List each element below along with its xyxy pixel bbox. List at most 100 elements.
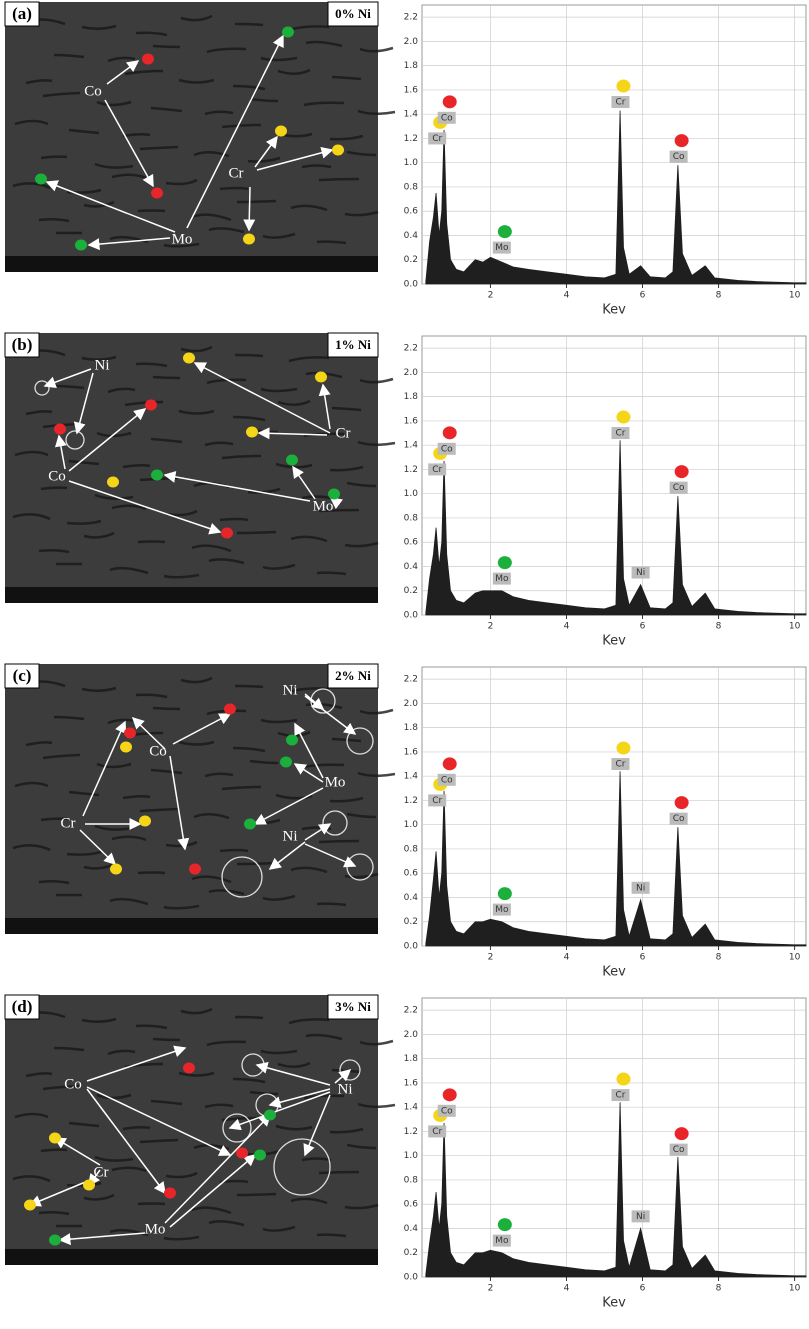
sem-texture: [94, 162, 134, 169]
peak-label: Co: [673, 483, 685, 493]
sem-texture: [204, 441, 234, 447]
sem-texture: [25, 79, 53, 85]
sem-texture: [107, 56, 136, 63]
peak-dot: [616, 410, 631, 424]
sem-texture: [191, 544, 232, 553]
sem-texture: [150, 437, 183, 444]
arrow: [334, 1069, 352, 1084]
peak-label: Cr: [432, 796, 442, 806]
sem-texture: [318, 177, 360, 182]
sem-texture: [277, 1061, 311, 1068]
y-tick-label: 0.4: [404, 893, 419, 903]
arrow: [43, 368, 92, 388]
peak-label: Co: [673, 152, 685, 162]
sem-texture: [12, 844, 51, 852]
sem-texture: [152, 1037, 181, 1042]
phase-dot: [224, 703, 236, 715]
y-tick-label: 0.4: [404, 562, 419, 572]
sem-texture: [25, 410, 53, 416]
y-tick-label: 1.6: [404, 747, 419, 757]
y-tick-label: 1.0: [404, 158, 419, 168]
phase-dot: [243, 233, 255, 245]
sem-texture: [346, 150, 377, 157]
y-tick-label: 0.8: [404, 182, 419, 192]
sem-texture: [139, 807, 179, 813]
phase-dot: [49, 1132, 61, 1144]
peak-label: Cr: [432, 1127, 442, 1137]
sem-texture: [359, 377, 394, 384]
sem-texture: [53, 715, 85, 721]
sem-texture: [219, 517, 249, 522]
sem-texture: [303, 101, 345, 107]
sem-texture: [163, 1235, 200, 1241]
phase-dot: [254, 1149, 266, 1161]
y-tick-label: 1.4: [404, 1103, 419, 1113]
y-tick-label: 0.6: [404, 869, 419, 879]
arrow: [303, 1094, 331, 1157]
sem-texture: [25, 741, 53, 747]
y-tick-label: 2.2: [404, 1006, 418, 1016]
arrow: [255, 1061, 331, 1086]
phase-dot: [244, 818, 256, 830]
arrow: [53, 1137, 101, 1166]
sem-texture: [234, 1015, 264, 1020]
sem-texture: [262, 1225, 296, 1232]
arrow: [87, 237, 171, 251]
sem-texture: [344, 872, 379, 879]
sem-texture: [152, 706, 181, 711]
caption: 1% Ni: [335, 337, 371, 352]
peak-label-box: [611, 1089, 630, 1102]
sem-texture: [137, 871, 166, 875]
caption: 3% Ni: [335, 999, 371, 1014]
sem-texture: [316, 902, 347, 907]
peak-label: Cr: [432, 465, 442, 475]
peak-label-box: [492, 1234, 511, 1247]
peak-label-box: [631, 1210, 650, 1223]
peak-label-box: [611, 427, 630, 440]
sem-texture: [150, 1099, 183, 1106]
phase-dot: [151, 187, 163, 199]
arrow: [82, 720, 127, 817]
caption: 2% Ni: [335, 668, 371, 683]
sem-texture: [163, 573, 200, 579]
y-tick-label: 0.0: [404, 611, 419, 621]
arrow: [268, 841, 306, 870]
y-tick-label: 0.6: [404, 538, 419, 548]
peak-label: Ni: [636, 883, 645, 893]
x-axis-title: Kev: [602, 634, 626, 649]
sem-texture: [94, 1155, 134, 1162]
x-tick-label: 4: [564, 622, 570, 632]
arrow: [228, 1091, 331, 1131]
sem-info-bar: [5, 918, 378, 934]
y-tick-label: 2.0: [404, 37, 419, 47]
sem-texture: [277, 399, 311, 406]
sem-texture: [204, 1103, 234, 1109]
y-tick-label: 1.2: [404, 465, 418, 475]
x-tick-label: 6: [640, 1284, 646, 1294]
sem-texture: [135, 693, 168, 699]
peak-label-box: [631, 566, 650, 579]
y-tick-label: 0.2: [404, 255, 418, 265]
sem-texture: [107, 387, 136, 394]
arrow: [268, 1088, 331, 1109]
sem-texture: [249, 1090, 279, 1096]
peak-label-box: [611, 96, 630, 109]
y-tick-label: 0.2: [404, 586, 418, 596]
caption-box: [327, 1, 379, 27]
arrow: [58, 1232, 146, 1246]
y-tick-label: 0.8: [404, 513, 419, 523]
sem-info-bar: [5, 256, 378, 272]
sem-texture: [42, 1084, 81, 1091]
peak-label: Cr: [615, 760, 625, 770]
y-tick-label: 1.0: [404, 489, 419, 499]
phase-dot: [264, 1109, 276, 1121]
sem-texture: [107, 1049, 136, 1056]
phase-label: Mo: [325, 774, 346, 790]
sem-texture: [260, 718, 298, 724]
phase-dot: [142, 53, 154, 65]
phase-dot: [183, 352, 195, 364]
x-tick-label: 2: [488, 291, 494, 301]
sem-texture: [221, 785, 262, 791]
sem-texture: [331, 737, 362, 743]
sem-texture: [38, 1210, 70, 1216]
